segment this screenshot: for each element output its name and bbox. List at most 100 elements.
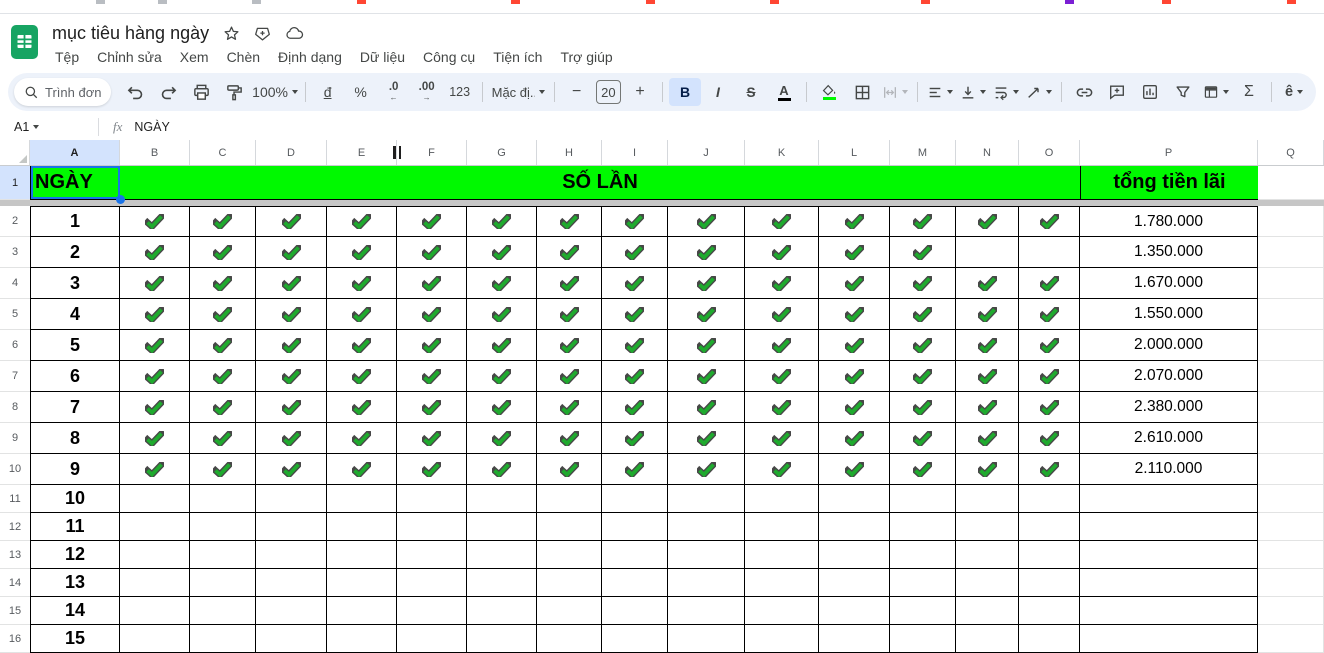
insert-comment-button[interactable] xyxy=(1101,78,1133,106)
row-header-9[interactable]: 9 xyxy=(0,423,30,454)
menu-item-0[interactable]: Tệp xyxy=(55,49,80,65)
cell-P13[interactable] xyxy=(1080,541,1258,569)
column-header-B[interactable]: B xyxy=(120,140,190,165)
decrease-decimal-button[interactable]: .0 ← xyxy=(378,78,410,106)
cell-O8[interactable] xyxy=(1019,392,1080,423)
cell-F7[interactable] xyxy=(397,361,467,392)
cell-B1-O1-merged[interactable]: SỐ LẦN xyxy=(120,166,1080,200)
cell-O13[interactable] xyxy=(1019,541,1080,569)
column-header-A[interactable]: A xyxy=(30,140,120,165)
cell-M3[interactable] xyxy=(890,237,956,268)
cell-E5[interactable] xyxy=(327,299,397,330)
cell-I5[interactable] xyxy=(602,299,668,330)
column-header-H[interactable]: H xyxy=(537,140,602,165)
cell-F15[interactable] xyxy=(397,597,467,625)
column-header-C[interactable]: C xyxy=(190,140,256,165)
redo-button[interactable] xyxy=(153,78,185,106)
menu-item-4[interactable]: Định dạng xyxy=(278,49,342,65)
cell-M15[interactable] xyxy=(890,597,956,625)
borders-button[interactable] xyxy=(846,78,878,106)
cell-F3[interactable] xyxy=(397,237,467,268)
cell-O9[interactable] xyxy=(1019,423,1080,454)
cell-L16[interactable] xyxy=(819,625,890,653)
cell-N16[interactable] xyxy=(956,625,1019,653)
cell-O7[interactable] xyxy=(1019,361,1080,392)
cell-D2[interactable] xyxy=(256,206,327,237)
cell-L12[interactable] xyxy=(819,513,890,541)
cell-P5[interactable]: 1.550.000 xyxy=(1080,299,1258,330)
cell-O4[interactable] xyxy=(1019,268,1080,299)
cell-Q15[interactable] xyxy=(1258,597,1324,625)
cell-A3[interactable]: 2 xyxy=(30,237,120,268)
cell-D14[interactable] xyxy=(256,569,327,597)
menu-item-5[interactable]: Dữ liệu xyxy=(359,49,406,65)
cell-E15[interactable] xyxy=(327,597,397,625)
cell-M4[interactable] xyxy=(890,268,956,299)
cell-O10[interactable] xyxy=(1019,454,1080,485)
functions-button[interactable]: Σ xyxy=(1233,78,1265,106)
cell-G12[interactable] xyxy=(467,513,537,541)
cell-I2[interactable] xyxy=(602,206,668,237)
cell-M7[interactable] xyxy=(890,361,956,392)
cell-O15[interactable] xyxy=(1019,597,1080,625)
cell-E7[interactable] xyxy=(327,361,397,392)
column-header-K[interactable]: K xyxy=(745,140,819,165)
row-header-7[interactable]: 7 xyxy=(0,361,30,392)
row-header-15[interactable]: 15 xyxy=(0,597,30,625)
cell-G11[interactable] xyxy=(467,485,537,513)
cell-J15[interactable] xyxy=(668,597,745,625)
cell-K12[interactable] xyxy=(745,513,819,541)
cell-E10[interactable] xyxy=(327,454,397,485)
cell-K5[interactable] xyxy=(745,299,819,330)
cell-P7[interactable]: 2.070.000 xyxy=(1080,361,1258,392)
menu-item-2[interactable]: Xem xyxy=(179,49,209,65)
cell-N7[interactable] xyxy=(956,361,1019,392)
cell-I10[interactable] xyxy=(602,454,668,485)
cell-Q13[interactable] xyxy=(1258,541,1324,569)
cell-H13[interactable] xyxy=(537,541,602,569)
cell-G15[interactable] xyxy=(467,597,537,625)
cell-K4[interactable] xyxy=(745,268,819,299)
cell-P6[interactable]: 2.000.000 xyxy=(1080,330,1258,361)
cell-I14[interactable] xyxy=(602,569,668,597)
cell-N11[interactable] xyxy=(956,485,1019,513)
cell-N9[interactable] xyxy=(956,423,1019,454)
cell-Q11[interactable] xyxy=(1258,485,1324,513)
cell-B3[interactable] xyxy=(120,237,190,268)
cell-B11[interactable] xyxy=(120,485,190,513)
cell-H7[interactable] xyxy=(537,361,602,392)
cell-L10[interactable] xyxy=(819,454,890,485)
cell-I3[interactable] xyxy=(602,237,668,268)
row-header-5[interactable]: 5 xyxy=(0,299,30,330)
cell-G7[interactable] xyxy=(467,361,537,392)
cell-G10[interactable] xyxy=(467,454,537,485)
cell-L2[interactable] xyxy=(819,206,890,237)
cell-Q5[interactable] xyxy=(1258,299,1324,330)
cell-C6[interactable] xyxy=(190,330,256,361)
print-button[interactable] xyxy=(186,78,218,106)
cell-N5[interactable] xyxy=(956,299,1019,330)
cell-J14[interactable] xyxy=(668,569,745,597)
cell-J16[interactable] xyxy=(668,625,745,653)
cell-C13[interactable] xyxy=(190,541,256,569)
cell-M13[interactable] xyxy=(890,541,956,569)
cell-H3[interactable] xyxy=(537,237,602,268)
cell-N4[interactable] xyxy=(956,268,1019,299)
cell-N6[interactable] xyxy=(956,330,1019,361)
cell-B9[interactable] xyxy=(120,423,190,454)
cell-N8[interactable] xyxy=(956,392,1019,423)
cell-L7[interactable] xyxy=(819,361,890,392)
cell-K16[interactable] xyxy=(745,625,819,653)
cell-L5[interactable] xyxy=(819,299,890,330)
cell-G2[interactable] xyxy=(467,206,537,237)
row-header-3[interactable]: 3 xyxy=(0,237,30,268)
cell-P9[interactable]: 2.610.000 xyxy=(1080,423,1258,454)
column-header-E[interactable]: E xyxy=(327,140,397,165)
cell-J11[interactable] xyxy=(668,485,745,513)
cell-Q7[interactable] xyxy=(1258,361,1324,392)
cell-I8[interactable] xyxy=(602,392,668,423)
cell-H8[interactable] xyxy=(537,392,602,423)
select-all-corner[interactable] xyxy=(0,140,30,165)
cell-A1[interactable]: NGÀY xyxy=(30,166,125,204)
cell-N10[interactable] xyxy=(956,454,1019,485)
